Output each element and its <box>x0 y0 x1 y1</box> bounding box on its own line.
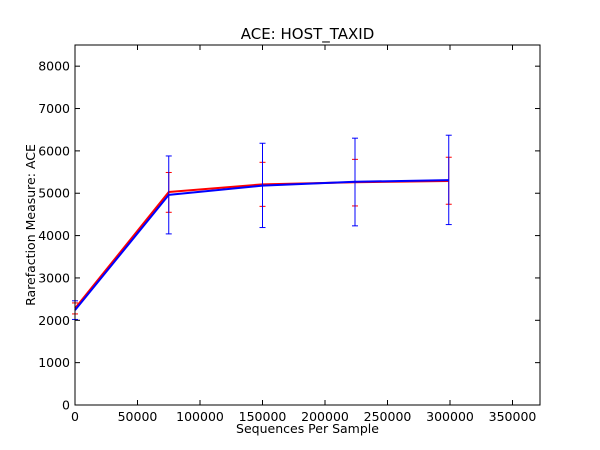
x-tick-label: 150000 <box>239 409 287 424</box>
plot-frame <box>74 44 541 406</box>
x-tick-label: 300000 <box>426 409 474 424</box>
chart-title: ACE: HOST_TAXID <box>241 25 375 44</box>
series-line-1 <box>74 179 449 311</box>
y-tick-label: 2000 <box>38 313 70 328</box>
x-tick-label: 0 <box>71 409 79 424</box>
y-tick-label: 4000 <box>38 228 70 243</box>
y-axis-label: Rarefaction Measure: ACE <box>23 144 38 306</box>
y-tick-label: 8000 <box>38 59 70 74</box>
axes-layer: 0 50000 100000 150000 200000 250000 300000 3500… <box>38 44 541 424</box>
x-axis-label: Sequences Per Sample <box>236 421 379 436</box>
x-tick-label: 200000 <box>301 409 349 424</box>
y-tick-label: 1000 <box>38 355 70 370</box>
series-line-0 <box>74 179 449 310</box>
y-tick-label: 6000 <box>38 143 70 158</box>
y-tick-label: 5000 <box>38 186 70 201</box>
y-tick-label: 3000 <box>38 270 70 285</box>
x-tick-label: 350000 <box>489 409 537 424</box>
x-tick-label: 250000 <box>364 409 412 424</box>
y-tick-label: 0 <box>62 398 70 413</box>
x-tick-label: 50000 <box>118 409 158 424</box>
series-layer <box>72 134 452 320</box>
x-tick-label: 100000 <box>176 409 224 424</box>
y-tick-label: 7000 <box>38 101 70 116</box>
series-1 <box>72 134 452 320</box>
